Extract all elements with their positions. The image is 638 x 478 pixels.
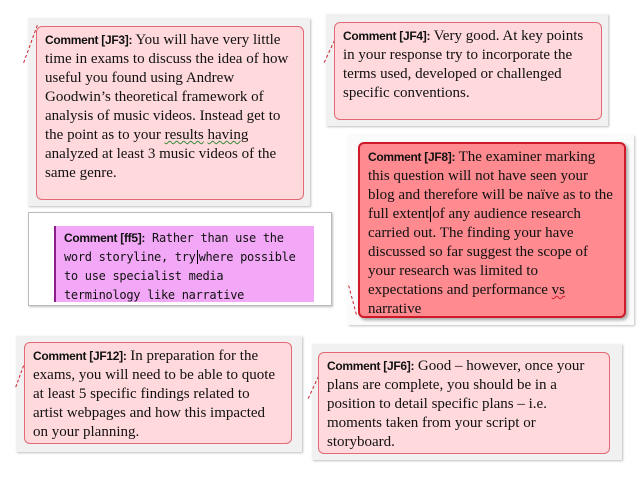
comment-text: narrative: [368, 301, 422, 317]
comment-label: Comment [JF4]:: [343, 29, 431, 43]
comment-label: Comment [JF12]:: [33, 349, 127, 363]
comment-text: In preparation for the exams, you will n…: [33, 348, 276, 440]
comment-jf4[interactable]: Comment [JF4]: Very good. At key points …: [334, 22, 602, 120]
comment-jf8[interactable]: Comment [JF8]: The examiner marking this…: [358, 142, 626, 318]
comment-ff5[interactable]: Comment [ff5]: Rather than use the word …: [54, 226, 314, 302]
comment-text: You will have very little time in exams …: [45, 32, 289, 143]
comment-text: Good – however, once your plans are comp…: [327, 358, 585, 450]
comment-text: where possible to use specialist media t…: [64, 250, 296, 302]
comment-jf3[interactable]: Comment [JF3]: You will have very little…: [36, 26, 304, 200]
comment-text: The examiner marking this question will …: [368, 149, 613, 222]
spelling-flag: results: [164, 127, 204, 143]
comment-jf6[interactable]: Comment [JF6]: Good – however, once your…: [318, 352, 610, 454]
comment-label: Comment [ff5]:: [64, 231, 146, 245]
spelling-flag: having: [207, 127, 249, 143]
text-cursor: [196, 250, 198, 264]
comment-label: Comment [JF8]:: [368, 150, 456, 164]
comment-text: Very good. At key points in your respons…: [343, 28, 584, 101]
comment-label: Comment [JF6]:: [327, 359, 415, 373]
comment-jf12[interactable]: Comment [JF12]: In preparation for the e…: [24, 342, 292, 444]
comment-label: Comment [JF3]:: [45, 33, 133, 47]
comment-text: analyzed at least 3 music videos of the …: [45, 146, 277, 181]
comment-text: of any audience research carried out. Th…: [368, 206, 588, 298]
spelling-flag: vs: [551, 282, 566, 298]
comment-text: Rather than use the word storyline, try: [64, 231, 284, 264]
